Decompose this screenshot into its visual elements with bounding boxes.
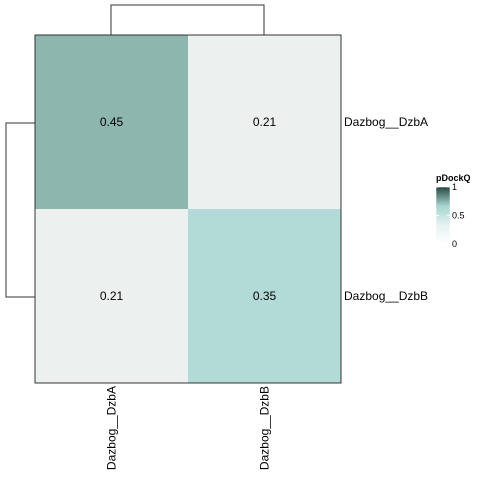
legend-tick-label-1: 1: [452, 182, 457, 192]
row-dendrogram: [5, 122, 35, 298]
row-label-1: Dazbog__DzbA: [344, 115, 428, 129]
heatmap-cell-1-2: [188, 35, 341, 209]
heatmap-cell-label-2-2: 0.35: [253, 289, 277, 303]
column-label-1: Dazbog__DzbA: [105, 386, 119, 470]
column-dendrogram-branch: [110, 4, 265, 35]
row-dendrogram-branch: [5, 122, 35, 298]
heatmap-cell-label-1-2: 0.21: [253, 115, 277, 129]
column-labels: Dazbog__DzbA Dazbog__DzbB: [105, 386, 272, 470]
legend-tick-label-2: 0.5: [452, 211, 465, 221]
heatmap-border: [34, 34, 342, 384]
heatmap-cell-2-1: [35, 209, 188, 383]
column-label-2: Dazbog__DzbB: [258, 386, 272, 470]
heatmap-cells: 0.45 0.21 0.21 0.35: [35, 35, 341, 383]
legend-ticks: 10.50: [436, 182, 465, 249]
heatmap-cell-label-2-1: 0.21: [100, 289, 124, 303]
heatmap-cell-2-2: [188, 209, 341, 383]
row-label-2: Dazbog__DzbB: [344, 289, 428, 303]
heatmap-cell-label-1-1: 0.45: [100, 115, 124, 129]
column-dendrogram: [110, 4, 265, 35]
legend: pDockQ 10.50: [435, 173, 471, 249]
legend-tick-label-3: 0: [452, 239, 457, 249]
legend-title: pDockQ: [436, 173, 471, 183]
heatmap-cell-1-1: [35, 35, 188, 209]
row-labels: Dazbog__DzbA Dazbog__DzbB: [344, 115, 428, 303]
